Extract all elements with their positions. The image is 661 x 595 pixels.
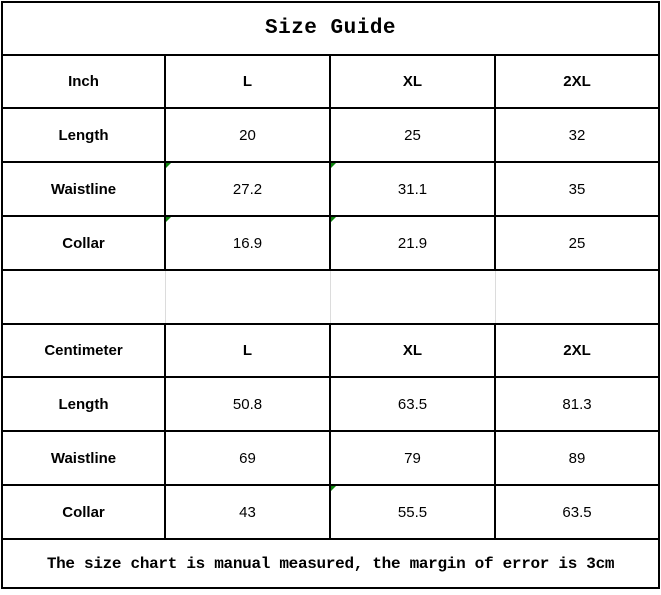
cell-value: 55.5 (397, 503, 428, 521)
stored-as-text-warning-icon (332, 164, 337, 169)
page-title: Size Guide (0, 1, 661, 56)
cm-size-header-l: L (164, 323, 331, 378)
cm-header-row: Centimeter L XL 2XL (1, 323, 661, 378)
cell-cm-waistline-xl: 79 (329, 430, 496, 486)
inch-size-header-2xl: 2XL (493, 54, 661, 109)
cell-value: 16.9 (232, 234, 263, 252)
table-row-cm-length: Length 50.8 63.5 81.3 (1, 376, 661, 432)
cell-inch-length-l: 20 (164, 107, 331, 163)
stored-as-text-warning-icon (167, 218, 172, 223)
cell-cm-waistline-l: 69 (164, 430, 331, 486)
cell-value: 32 (568, 126, 586, 144)
table-row-cm-collar: Collar 43 55.5 63.5 (1, 484, 661, 540)
inch-header-row: Inch L XL 2XL (1, 54, 661, 109)
cell-cm-length-xl: 63.5 (329, 376, 496, 432)
table-row-cm-waistline: Waistline 69 79 89 (1, 430, 661, 486)
cell-inch-collar-l: 16.9 (164, 215, 331, 271)
cell-cm-waistline-2xl: 89 (493, 430, 661, 486)
row-label-collar: Collar (1, 484, 166, 540)
spacer-cell (164, 269, 331, 325)
spacer-cell (329, 269, 496, 325)
cell-value: 63.5 (562, 503, 592, 521)
inch-unit-label: Inch (1, 54, 166, 109)
inch-size-header-xl: XL (329, 54, 496, 109)
cell-value: 25 (404, 126, 421, 144)
cell-inch-collar-2xl: 25 (493, 215, 661, 271)
spacer-cell (1, 269, 166, 325)
spacer-cell (494, 269, 661, 325)
table-row-inch-length: Length 20 25 32 (1, 107, 661, 163)
cell-cm-collar-l: 43 (164, 484, 331, 540)
row-label-collar: Collar (1, 215, 166, 271)
cell-value: 63.5 (397, 395, 428, 413)
cell-value: 31.1 (397, 180, 428, 198)
cell-value: 81.3 (562, 395, 592, 413)
row-label-length: Length (1, 107, 166, 163)
cell-cm-length-l: 50.8 (164, 376, 331, 432)
cell-value: 43 (239, 503, 256, 521)
cell-inch-waistline-2xl: 35 (493, 161, 661, 217)
cell-inch-collar-xl: 21.9 (329, 215, 496, 271)
footer-row: The size chart is manual measured, the m… (0, 538, 661, 589)
cell-cm-collar-2xl: 63.5 (493, 484, 661, 540)
cell-value: 69 (239, 449, 256, 467)
title-row: Size Guide (0, 1, 661, 56)
cm-unit-label: Centimeter (1, 323, 166, 378)
stored-as-text-warning-icon (167, 164, 172, 169)
cell-value: 35 (568, 180, 586, 198)
cell-inch-waistline-l: 27.2 (164, 161, 331, 217)
cm-size-header-xl: XL (329, 323, 496, 378)
stored-as-text-warning-icon (332, 487, 337, 492)
cell-value: 20 (239, 126, 256, 144)
cell-inch-length-xl: 25 (329, 107, 496, 163)
table-row-inch-collar: Collar 16.9 21.9 25 (1, 215, 661, 271)
cell-value: 79 (404, 449, 421, 467)
footer-note: The size chart is manual measured, the m… (0, 538, 661, 589)
inch-size-header-l: L (164, 54, 331, 109)
cell-value: 27.2 (232, 180, 263, 198)
row-label-waistline: Waistline (1, 161, 166, 217)
cell-value: 50.8 (232, 395, 263, 413)
cell-value: 89 (568, 449, 586, 467)
table-row-inch-waistline: Waistline 27.2 31.1 35 (1, 161, 661, 217)
stored-as-text-warning-icon (332, 218, 337, 223)
cell-inch-waistline-xl: 31.1 (329, 161, 496, 217)
cm-size-header-2xl: 2XL (493, 323, 661, 378)
cell-value: 25 (568, 234, 586, 252)
row-label-length: Length (1, 376, 166, 432)
cell-cm-collar-xl: 55.5 (329, 484, 496, 540)
row-label-waistline: Waistline (1, 430, 166, 486)
cell-cm-length-2xl: 81.3 (493, 376, 661, 432)
cell-value: 21.9 (397, 234, 428, 252)
spacer-row (1, 269, 661, 325)
cell-inch-length-2xl: 32 (493, 107, 661, 163)
